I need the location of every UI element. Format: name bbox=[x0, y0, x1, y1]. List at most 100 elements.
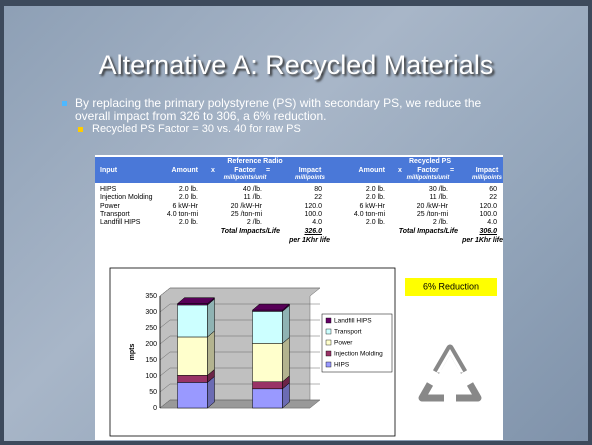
legend-swatch bbox=[325, 328, 332, 335]
y-tick-label: 300 bbox=[145, 309, 157, 316]
total-label: Total Impacts/Life bbox=[220, 228, 280, 235]
table-cell: 2 /lb. bbox=[432, 219, 448, 227]
bar-side bbox=[282, 304, 290, 344]
group-header: Reference Radio bbox=[227, 158, 283, 165]
table-cell: 4.0 ton-mi bbox=[166, 210, 198, 218]
table-cell: 11 /lb. bbox=[243, 194, 262, 202]
total-note: per 1Khr life bbox=[462, 237, 503, 244]
table-cell: 4.0 bbox=[487, 219, 497, 227]
callout-box bbox=[405, 278, 497, 296]
legend-label: Landfill HIPS bbox=[334, 318, 372, 325]
legend-label: Injection Molding bbox=[334, 351, 383, 358]
bar-side bbox=[207, 330, 215, 376]
unit-label: millipoints bbox=[295, 175, 325, 181]
table-cell: 4.0 ton-mi bbox=[353, 210, 385, 218]
bar-segment bbox=[177, 336, 208, 376]
grid-line bbox=[159, 383, 171, 393]
table-cell: 100.0 bbox=[479, 210, 497, 218]
bar-side bbox=[282, 336, 290, 383]
grid-line bbox=[159, 399, 171, 409]
legend-swatch bbox=[325, 350, 332, 357]
bar-top bbox=[251, 303, 291, 311]
legend-swatch bbox=[325, 317, 332, 324]
legend-box bbox=[321, 313, 393, 373]
table-cell: 22 bbox=[489, 194, 497, 202]
unit-label: millipoints bbox=[472, 175, 502, 181]
table-cell: HIPS bbox=[100, 186, 117, 193]
column-header: Input bbox=[100, 167, 118, 174]
bar-segment bbox=[177, 375, 208, 383]
column-header: x bbox=[211, 167, 215, 174]
grid-line bbox=[159, 335, 171, 345]
table-cell: 2.0 lb. bbox=[365, 219, 385, 227]
bar-segment bbox=[177, 382, 208, 409]
table-cell: 2.0 lb. bbox=[365, 194, 385, 202]
unit-label: millipoints/unit bbox=[223, 175, 267, 181]
table-cell: 22 bbox=[314, 194, 322, 202]
bar-segment bbox=[252, 311, 283, 344]
grid-line bbox=[159, 303, 171, 313]
bullet-marker bbox=[62, 101, 67, 106]
table-cell: 100.0 bbox=[304, 210, 322, 218]
bar-segment bbox=[252, 381, 283, 390]
column-header: Factor bbox=[234, 167, 256, 174]
y-tick-label: 0 bbox=[153, 405, 157, 412]
table-cell: 2.0 lb. bbox=[178, 186, 198, 193]
bar-side bbox=[207, 298, 215, 338]
column-header: Impact bbox=[475, 167, 499, 174]
y-axis-label: mpts bbox=[129, 344, 136, 361]
unit-label: millipoints/unit bbox=[406, 175, 450, 181]
group-header: Recycled PS bbox=[408, 158, 452, 165]
table-cell: 25 /ton-mi bbox=[416, 210, 448, 218]
y-tick-label: 250 bbox=[145, 325, 157, 332]
y-tick-label: 150 bbox=[145, 357, 157, 364]
total-value: 326.0 bbox=[304, 228, 322, 235]
legend-swatch bbox=[325, 361, 332, 368]
legend-label: HIPS bbox=[334, 362, 350, 369]
table-cell: 25 /ton-mi bbox=[230, 210, 262, 218]
bullet: By replacing the primary polystyrene (PS… bbox=[75, 96, 482, 123]
y-tick-label: 200 bbox=[145, 341, 157, 348]
table-cell: 2.0 lb. bbox=[178, 219, 198, 227]
bar-segment bbox=[252, 388, 283, 409]
column-header: = bbox=[265, 167, 271, 174]
recycle-icon bbox=[418, 344, 482, 402]
legend-swatch bbox=[325, 339, 332, 346]
grid-line bbox=[159, 319, 171, 329]
column-header: Factor bbox=[417, 167, 439, 174]
total-note: per 1Khr life bbox=[289, 237, 330, 244]
y-tick-label: 50 bbox=[149, 389, 157, 396]
table-cell: Injection Molding bbox=[100, 194, 153, 202]
y-tick-label: 350 bbox=[145, 293, 157, 300]
table-header bbox=[95, 157, 503, 183]
legend-label: Power bbox=[334, 340, 353, 347]
sub-bullet: Recycled PS Factor = 30 vs. 40 for raw P… bbox=[92, 123, 301, 135]
column-header: Amount bbox=[171, 167, 198, 174]
table-cell: 2.0 lb. bbox=[365, 186, 385, 193]
table-cell: 20 /kW-Hr bbox=[230, 202, 262, 210]
table-cell: 60 bbox=[489, 186, 497, 193]
table-cell: 11 /lb. bbox=[429, 194, 448, 202]
y-tick-label: 100 bbox=[145, 373, 157, 380]
callout: 6% Reduction bbox=[423, 281, 479, 291]
recycle-icon-inner bbox=[436, 349, 464, 373]
table-cell: 80 bbox=[314, 186, 322, 193]
slide-title: Alternative A: Recycled Materials bbox=[98, 50, 494, 80]
table-cell: 120.0 bbox=[479, 202, 497, 210]
grid-line bbox=[159, 351, 171, 361]
table-cell: 40 /lb. bbox=[242, 186, 262, 193]
table-cell: Power bbox=[100, 202, 120, 210]
table-cell: 4.0 bbox=[312, 219, 322, 227]
grid-line bbox=[159, 287, 171, 297]
total-label: Total Impacts/Life bbox=[398, 228, 458, 235]
bar-segment bbox=[177, 304, 208, 338]
sub-bullet-marker bbox=[78, 127, 83, 132]
table-cell: 30 /lb. bbox=[428, 186, 448, 193]
column-header: Amount bbox=[358, 167, 385, 174]
table-cell: 2 /lb. bbox=[246, 219, 262, 227]
bar-segment bbox=[252, 343, 283, 383]
column-header: = bbox=[449, 167, 455, 174]
